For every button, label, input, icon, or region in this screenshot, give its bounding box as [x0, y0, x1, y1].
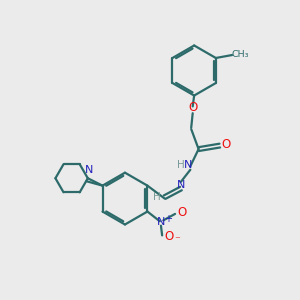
Text: N: N — [157, 217, 165, 227]
Text: H: H — [153, 192, 160, 202]
Text: CH₃: CH₃ — [232, 50, 249, 59]
Text: N: N — [177, 180, 186, 190]
Text: N: N — [85, 165, 94, 175]
Text: O: O — [164, 230, 173, 243]
Text: N: N — [184, 160, 192, 170]
Text: +: + — [164, 214, 172, 224]
Text: O: O — [188, 101, 197, 114]
Text: ⁻: ⁻ — [175, 236, 180, 245]
Text: O: O — [177, 206, 186, 219]
Text: H: H — [177, 160, 185, 170]
Text: O: O — [222, 139, 231, 152]
